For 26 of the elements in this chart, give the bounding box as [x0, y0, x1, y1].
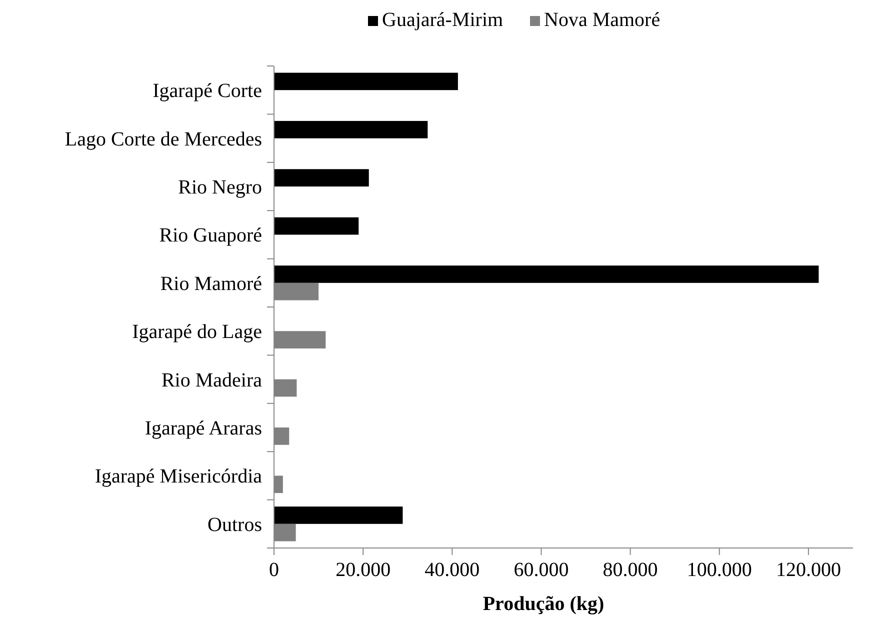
bar — [274, 506, 403, 524]
bar — [274, 266, 819, 283]
legend-label: Guajará-Mirim — [382, 9, 504, 31]
x-tick-label: 100.000 — [686, 559, 752, 581]
x-tick-label: 20.000 — [336, 559, 391, 581]
x-tick-label: 40.000 — [424, 559, 480, 581]
y-tick-label: Outros — [208, 514, 262, 536]
y-tick-label: Igarapé Corte — [152, 80, 262, 102]
x-tick-label: 60.000 — [514, 559, 569, 581]
x-tick-label: 0 — [269, 559, 279, 581]
bar — [274, 217, 359, 235]
y-tick-label: Rio Guaporé — [159, 224, 262, 247]
bar — [274, 169, 369, 186]
x-tick-label: 80.000 — [602, 559, 658, 581]
bar — [274, 72, 458, 90]
y-tick-label: Igarapé Araras — [144, 418, 262, 440]
legend-label: Nova Mamoré — [544, 9, 660, 31]
y-tick-label: Lago Corte de Mercedes — [64, 128, 262, 150]
y-tick-label: Igarapé do Lage — [132, 321, 262, 344]
y-tick-label: Igarapé Misericórdia — [94, 466, 262, 488]
y-tick-label: Rio Madeira — [161, 369, 262, 392]
x-tick-label: 120.000 — [776, 559, 841, 581]
y-tick-label: Rio Mamoré — [160, 272, 262, 295]
y-tick-label: Rio Negro — [178, 176, 262, 198]
x-axis-title: Produção (kg) — [482, 593, 604, 615]
bar — [274, 120, 428, 138]
